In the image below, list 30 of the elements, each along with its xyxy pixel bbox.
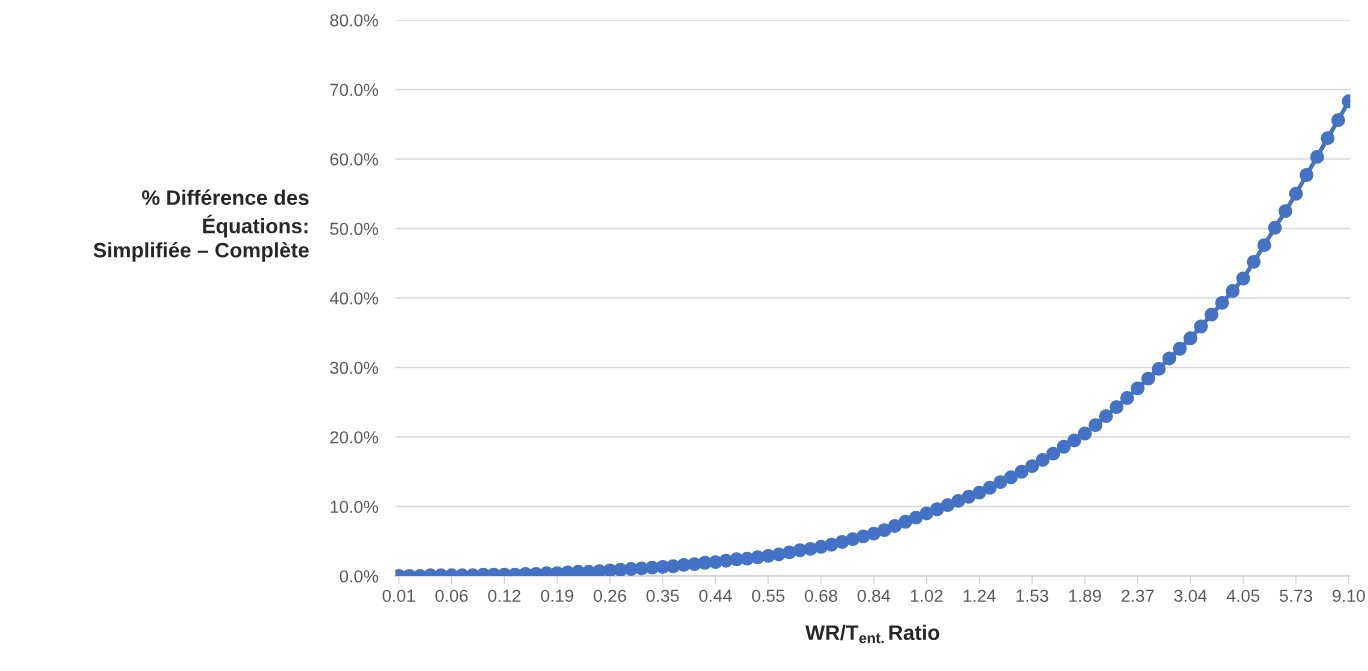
- y-tick-label: 80.0%: [330, 14, 379, 27]
- x-tick-label: 0.06: [435, 589, 468, 602]
- x-tick-label: 0.19: [540, 589, 574, 602]
- x-tick-label: 4.05: [1226, 589, 1260, 602]
- x-tick-label: 0.68: [804, 589, 838, 602]
- y-tick-label: 30.0%: [330, 361, 379, 374]
- x-tick-label: 0.01: [382, 589, 415, 602]
- y-axis-title: % Différence des Équations: Simplifiée – Complète: [93, 189, 309, 262]
- x-tick-label: 1.24: [963, 589, 996, 602]
- y-tick-label: 70.0%: [330, 83, 379, 96]
- y-tick-label: 10.0%: [330, 500, 379, 513]
- y-tick-label: 60.0%: [330, 153, 379, 166]
- x-tick-label: 0.12: [488, 589, 521, 602]
- y-tick-label: 20.0%: [330, 431, 379, 444]
- y-tick-label: 0.0%: [339, 570, 379, 583]
- x-tick-label: 2.37: [1121, 589, 1154, 602]
- x-tick-label: 0.44: [699, 589, 732, 602]
- x-tick-label: 1.89: [1069, 589, 1101, 602]
- x-tick-label: 9.10: [1332, 589, 1365, 602]
- x-tick-label: 0.35: [646, 589, 679, 602]
- x-axis-title: WR/T$_{ent.}$Ratio: [805, 624, 940, 644]
- x-tick-label: 0.84: [857, 589, 891, 602]
- x-tick-label: 5.73: [1279, 589, 1313, 602]
- x-tick-label: 0.26: [593, 589, 627, 602]
- x-tick-label: 1.02: [910, 589, 943, 602]
- y-tick-label: 50.0%: [330, 222, 379, 235]
- y-tick-label: 40.0%: [329, 292, 379, 305]
- x-tick-label: 0.55: [752, 589, 785, 602]
- x-tick-label: 1.53: [1016, 589, 1049, 602]
- x-tick-label: 3.04: [1174, 589, 1207, 602]
